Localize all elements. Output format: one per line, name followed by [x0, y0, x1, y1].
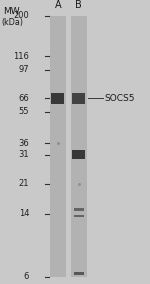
Bar: [74, 208, 84, 211]
Text: 21: 21: [19, 179, 29, 188]
Text: MW: MW: [3, 7, 20, 16]
Text: B: B: [75, 0, 82, 10]
Text: 55: 55: [19, 107, 29, 116]
Text: (kDa): (kDa): [2, 18, 24, 28]
Bar: [51, 93, 64, 104]
Text: 6: 6: [24, 272, 29, 281]
Bar: [72, 150, 85, 159]
Text: 31: 31: [19, 150, 29, 159]
Text: 116: 116: [13, 52, 29, 61]
Bar: [72, 93, 85, 104]
Text: SOCS5: SOCS5: [104, 94, 135, 103]
Bar: [74, 272, 84, 275]
Text: 97: 97: [19, 65, 29, 74]
Bar: [71, 16, 87, 277]
Text: 66: 66: [18, 94, 29, 103]
Text: 200: 200: [14, 11, 29, 20]
Text: 14: 14: [19, 209, 29, 218]
Bar: [50, 16, 66, 277]
Text: 36: 36: [18, 139, 29, 148]
Text: A: A: [54, 0, 61, 10]
Bar: [74, 215, 84, 217]
